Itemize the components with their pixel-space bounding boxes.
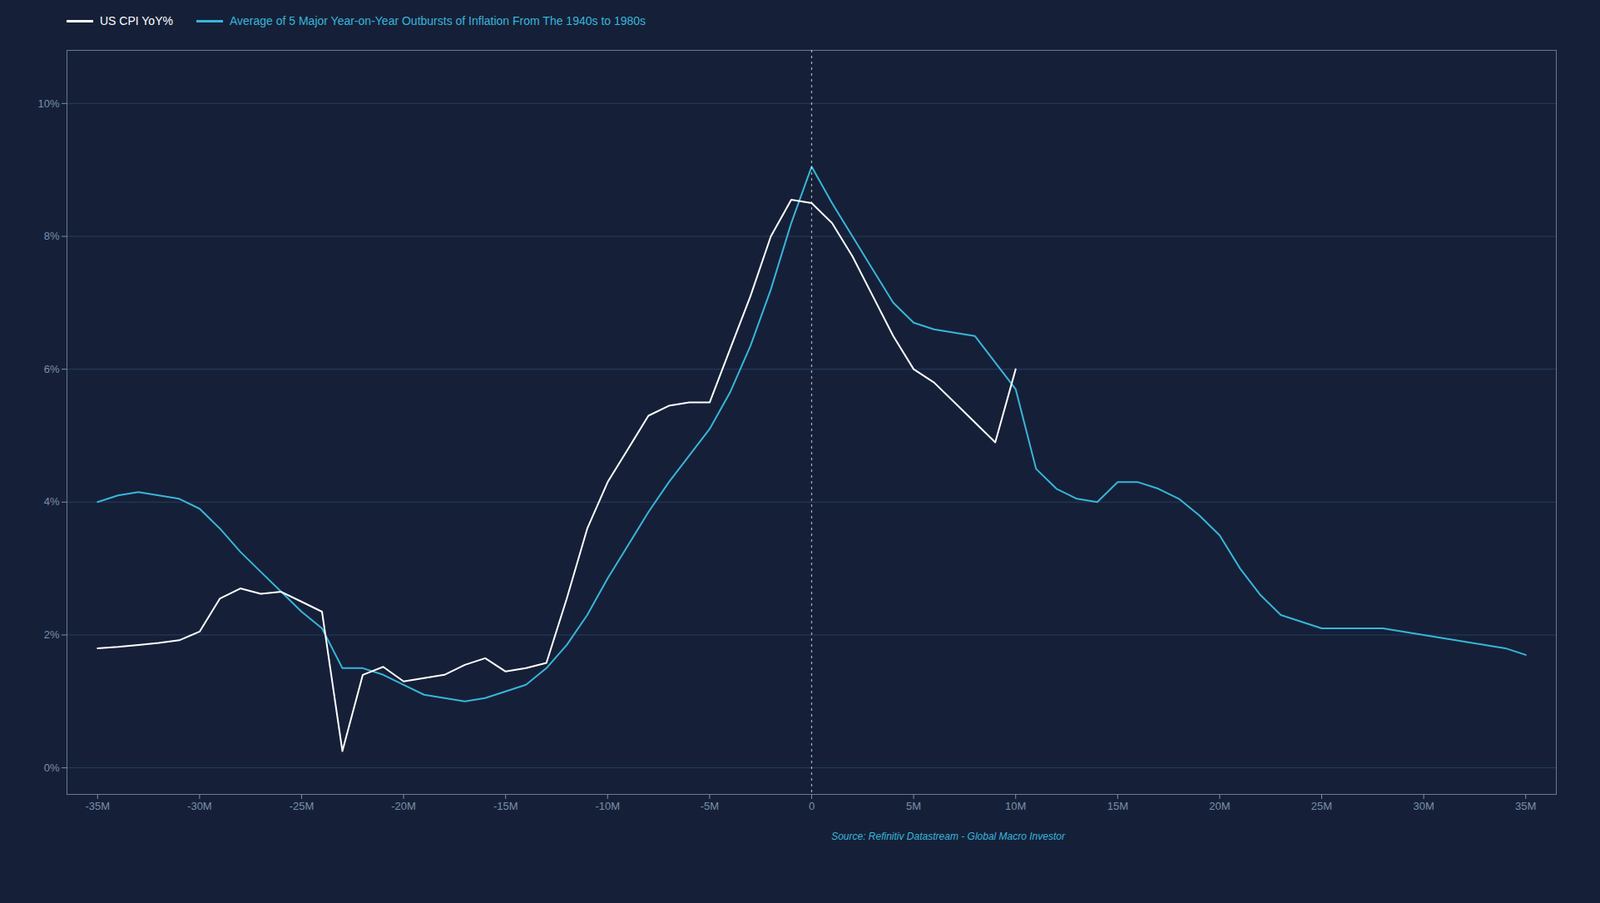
svg-text:-5M: -5M	[700, 799, 719, 813]
svg-text:30M: 30M	[1412, 799, 1434, 813]
svg-text:4%: 4%	[44, 495, 60, 508]
svg-text:0: 0	[808, 799, 815, 813]
svg-text:-35M: -35M	[84, 799, 110, 813]
svg-text:-10M: -10M	[594, 799, 620, 813]
svg-text:-20M: -20M	[391, 799, 417, 813]
svg-text:0%: 0%	[44, 761, 60, 774]
svg-text:-25M: -25M	[289, 799, 315, 813]
svg-text:10%: 10%	[37, 97, 60, 110]
svg-text:-30M: -30M	[187, 799, 213, 813]
svg-text:15M: 15M	[1107, 799, 1129, 813]
svg-text:35M: 35M	[1515, 799, 1536, 813]
svg-text:-15M: -15M	[493, 799, 519, 813]
svg-text:20M: 20M	[1208, 799, 1230, 813]
svg-text:10M: 10M	[1005, 799, 1026, 813]
html-text:Average of 5 Major Year-on-Yea: Average of 5 Major Year-on-Year Outburst…	[229, 14, 646, 28]
html-text:US CPI YoY%: US CPI YoY%	[99, 14, 173, 28]
svg-text:6%: 6%	[44, 362, 60, 376]
svg-text:8%: 8%	[44, 229, 60, 243]
svg-text:5M: 5M	[906, 799, 922, 813]
html-text:Source: Refinitiv Datastream -: Source: Refinitiv Datastream - Global Ma…	[831, 830, 1065, 843]
svg-text:2%: 2%	[44, 628, 60, 641]
svg-text:25M: 25M	[1311, 799, 1333, 813]
